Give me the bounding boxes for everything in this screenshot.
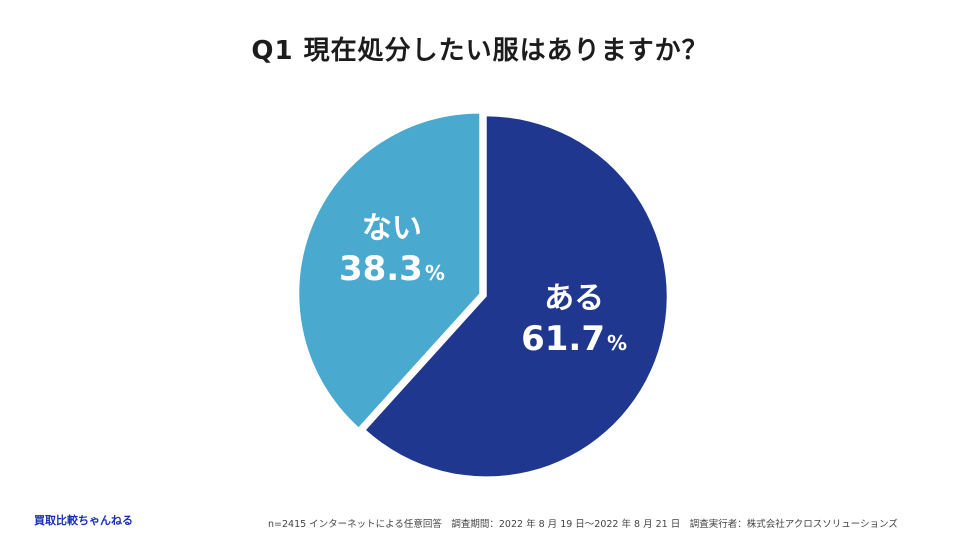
survey-footnote: n=2415 インターネットによる任意回答 調査期間：2022 年 8 月 19…: [268, 519, 898, 530]
slice-value-label: 61.7%: [521, 319, 627, 359]
slice-category-label: ある: [544, 281, 604, 316]
slice-category-label: ない: [362, 211, 422, 246]
pie-slice-1: [299, 113, 480, 428]
chart-title: Q1 現在処分したい服はありますか？: [251, 36, 709, 66]
slice-value-label: 38.3%: [339, 249, 445, 289]
pie-slice-0: [366, 116, 667, 477]
brand-logo-text: 買取比較ちゃんねる: [34, 514, 133, 527]
